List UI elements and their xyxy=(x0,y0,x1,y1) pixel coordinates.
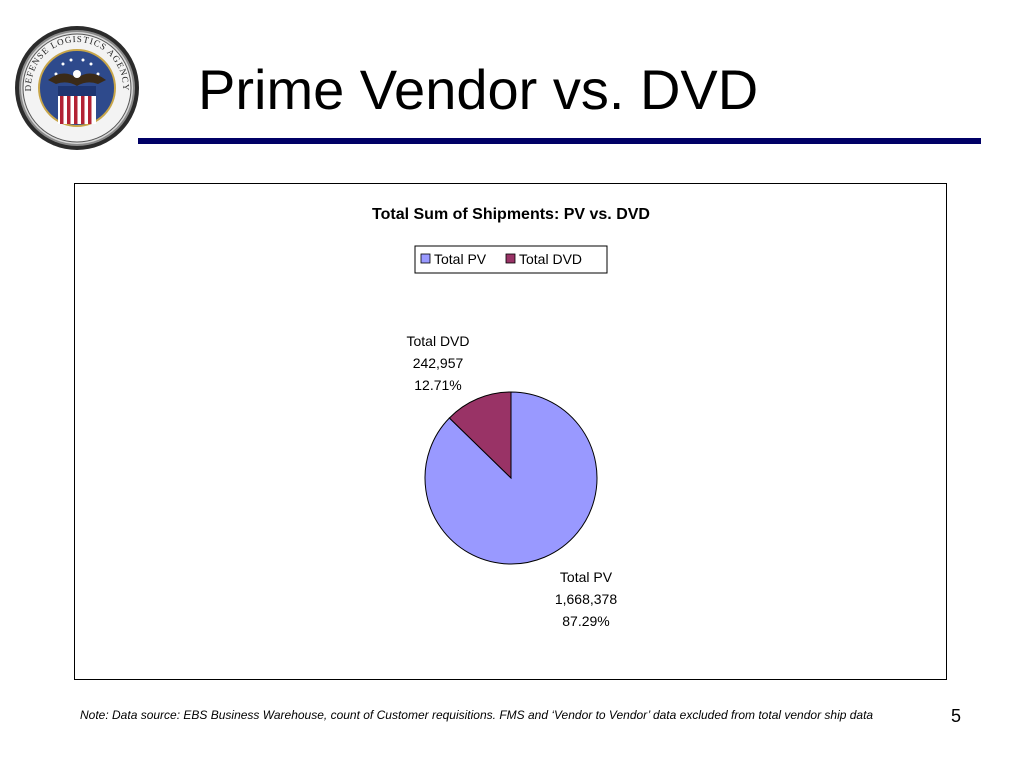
dla-seal-logo: DEFENSE LOGISTICS AGENCY xyxy=(8,24,146,152)
data-label-dvd-name: Total DVD xyxy=(406,333,469,349)
pie-chart: Total Sum of Shipments: PV vs. DVD Total… xyxy=(372,206,650,629)
data-label-dvd-value: 242,957 xyxy=(413,355,464,371)
page-number: 5 xyxy=(951,706,962,726)
legend-label-dvd: Total DVD xyxy=(519,251,582,267)
data-labels: Total DVD 242,957 12.71% Total PV 1,668,… xyxy=(406,333,617,629)
pie-slice-dvd xyxy=(448,391,512,480)
dla-seal-icon: DEFENSE LOGISTICS AGENCY xyxy=(15,26,139,150)
data-label-pv-value: 1,668,378 xyxy=(555,591,617,607)
title-rule xyxy=(138,138,981,144)
slide-title: Prime Vendor vs. DVD xyxy=(198,58,759,121)
legend-label-pv: Total PV xyxy=(434,251,487,267)
chart-legend: Total PV Total DVD xyxy=(414,245,608,274)
data-label-dvd-percent: 12.71% xyxy=(414,377,461,393)
data-label-pv-percent: 87.29% xyxy=(562,613,609,629)
data-label-pv-name: Total PV xyxy=(560,569,613,585)
pie-slices xyxy=(424,391,598,565)
legend-swatch-dvd xyxy=(505,253,516,264)
source-footnote: Note: Data source: EBS Business Warehous… xyxy=(80,708,874,722)
legend-swatch-pv xyxy=(420,253,431,264)
chart-title: Total Sum of Shipments: PV vs. DVD xyxy=(372,206,650,223)
chart-frame: Total Sum of Shipments: PV vs. DVD Total… xyxy=(74,183,947,680)
